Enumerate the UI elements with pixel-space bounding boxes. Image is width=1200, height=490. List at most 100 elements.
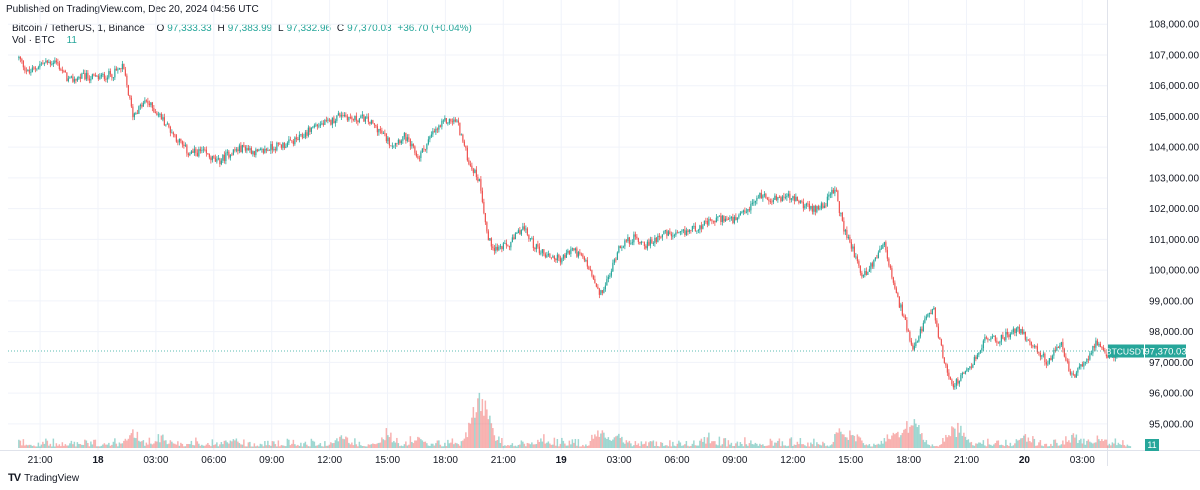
volume-bar xyxy=(577,439,580,448)
volume-bar xyxy=(370,444,373,448)
candle-body xyxy=(322,123,324,125)
candle-body xyxy=(1008,334,1010,338)
volume-bar xyxy=(534,444,536,448)
candle-body xyxy=(849,237,851,243)
volume-bar xyxy=(522,441,524,448)
volume-bar xyxy=(954,428,956,448)
candle-body xyxy=(126,75,128,86)
volume-bar xyxy=(63,445,65,448)
candle-body xyxy=(676,232,678,234)
candle-body xyxy=(351,117,353,120)
candle-body xyxy=(577,252,579,257)
volume-bar xyxy=(528,443,530,448)
candle-body xyxy=(697,229,699,231)
candle-body xyxy=(504,243,506,244)
volume-bar xyxy=(1065,436,1067,448)
candle-body xyxy=(178,138,180,143)
volume-bar xyxy=(243,439,245,448)
candle-body xyxy=(445,118,447,123)
candle-body xyxy=(235,149,237,151)
volume-bar xyxy=(648,442,650,448)
candle-body xyxy=(306,132,308,136)
symbol-title[interactable]: Bitcoin / TetherUS, 1, Binance xyxy=(12,23,145,34)
candle-body xyxy=(487,231,489,241)
candle-body xyxy=(679,231,681,233)
x-tick-label: 18:00 xyxy=(896,455,921,466)
volume-bar xyxy=(375,444,377,448)
volume-label[interactable]: Vol · BTC xyxy=(12,35,55,46)
volume-bar xyxy=(153,443,155,448)
volume-bar xyxy=(855,441,857,448)
candle-body xyxy=(406,137,408,141)
volume-bar xyxy=(952,427,955,448)
candle-body xyxy=(333,117,335,124)
volume-bar xyxy=(720,445,722,448)
volume-bar xyxy=(415,440,418,448)
volume-bar xyxy=(673,445,676,448)
volume-bar xyxy=(723,438,725,448)
candle-body xyxy=(133,113,135,118)
candle-body xyxy=(1054,349,1056,351)
candle-body xyxy=(546,255,548,258)
candle-body xyxy=(367,116,369,122)
candle-body xyxy=(1041,355,1043,357)
volume-bar xyxy=(1113,443,1115,448)
volume-bar xyxy=(912,425,914,448)
candle-body xyxy=(465,145,467,148)
volume-bar xyxy=(478,392,481,448)
volume-bar xyxy=(556,438,559,448)
volume-bar xyxy=(666,445,668,448)
volume-bar xyxy=(804,445,806,448)
candle-body xyxy=(985,337,987,339)
candle-body xyxy=(558,254,560,258)
volume-bar xyxy=(117,446,119,448)
candle-body xyxy=(1024,331,1026,340)
volume-bar xyxy=(430,443,433,448)
volume-bar xyxy=(435,443,437,448)
candle-body xyxy=(85,72,87,80)
candle-body xyxy=(915,342,917,347)
candle-body xyxy=(105,79,107,80)
candle-body xyxy=(79,77,81,79)
volume-bar xyxy=(628,440,631,448)
candle-body xyxy=(927,314,929,317)
candle-body xyxy=(1044,353,1046,363)
volume-bar xyxy=(832,441,835,448)
volume-bar xyxy=(502,445,505,448)
candle-body xyxy=(387,137,389,142)
x-tick-label: 21:00 xyxy=(491,455,516,466)
volume-bar xyxy=(49,443,52,448)
volume-bar xyxy=(294,444,296,448)
candle-body xyxy=(925,316,927,319)
volume-bar xyxy=(823,443,826,448)
candle-body xyxy=(649,239,651,246)
x-tick-label: 21:00 xyxy=(954,455,979,466)
volume-bar xyxy=(234,440,236,448)
candle-body xyxy=(817,206,819,210)
candle-body xyxy=(468,160,470,165)
volume-bar xyxy=(156,441,158,448)
volume-bar xyxy=(730,442,733,448)
candle-body xyxy=(958,380,960,384)
candle-body xyxy=(820,203,822,209)
candle-body xyxy=(55,60,57,63)
candle-body xyxy=(787,193,789,196)
volume-bar xyxy=(547,441,550,448)
volume-bar xyxy=(166,444,169,448)
candle-body xyxy=(391,145,393,147)
candle-body xyxy=(756,198,758,201)
volume-bar xyxy=(789,438,791,448)
volume-bar xyxy=(175,444,178,448)
volume-bar xyxy=(858,436,860,448)
volume-bar xyxy=(693,440,695,448)
volume-bar xyxy=(682,445,685,448)
candle-body xyxy=(541,249,543,253)
candle-body xyxy=(861,272,863,277)
candle-body xyxy=(210,157,212,161)
volume-bar xyxy=(132,429,134,448)
volume-bar xyxy=(252,446,254,448)
volume-bar xyxy=(726,446,728,448)
volume-bar xyxy=(976,443,979,448)
volume-bar xyxy=(670,446,673,448)
